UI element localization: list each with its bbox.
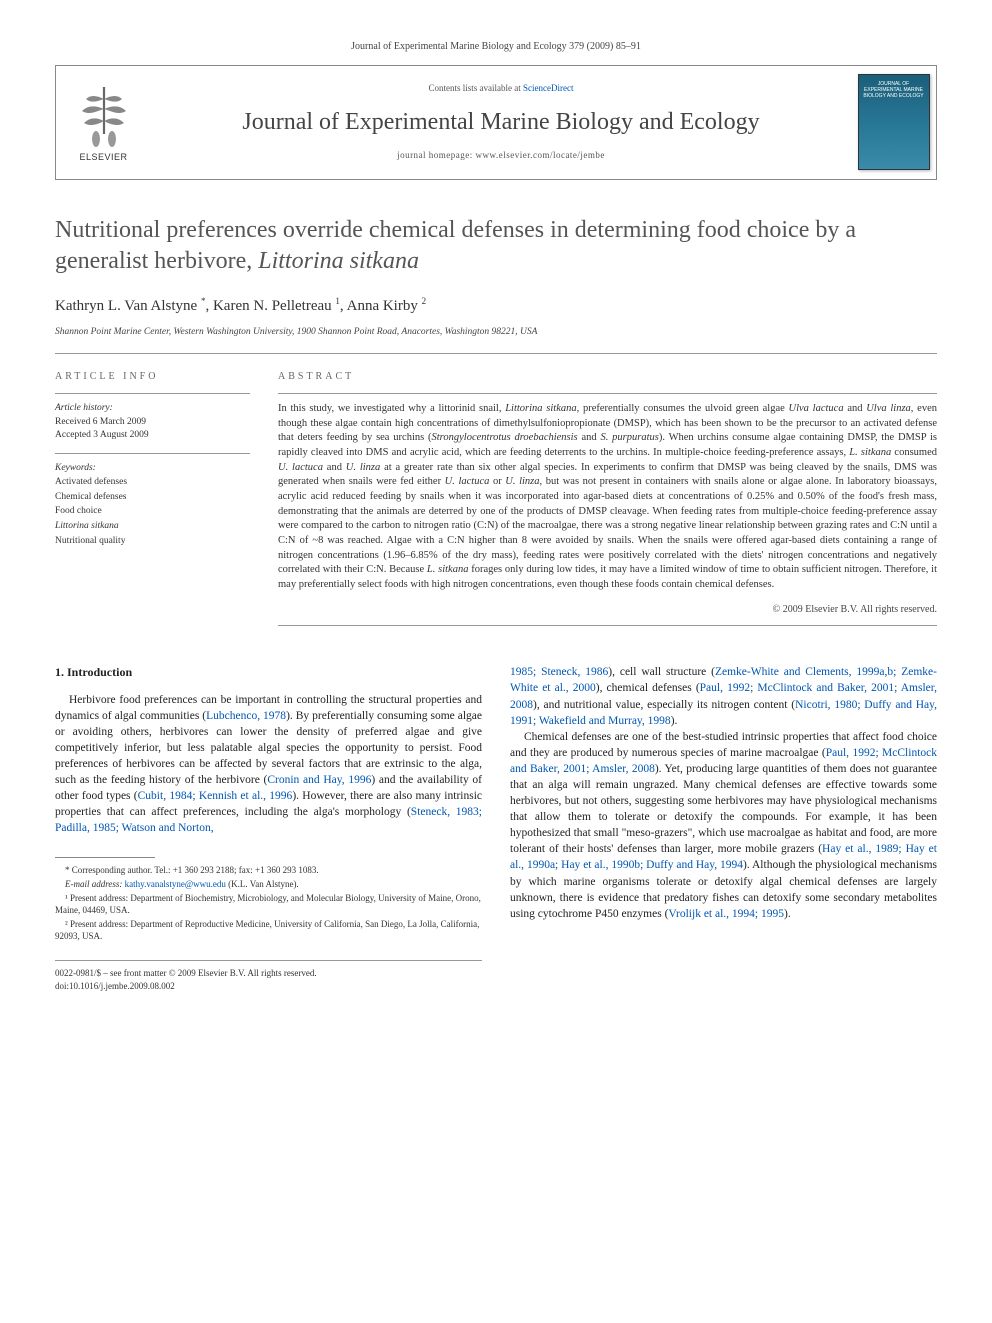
homepage-url: www.elsevier.com/locate/jembe — [476, 150, 605, 160]
author-list: Kathryn L. Van Alstyne *, Karen N. Pelle… — [55, 295, 937, 318]
doi-line: doi:10.1016/j.jembe.2009.08.002 — [55, 980, 482, 993]
publisher-logo-box: ELSEVIER — [56, 66, 151, 179]
ref-link[interactable]: Cronin and Hay, 1996 — [267, 774, 371, 786]
email-link[interactable]: kathy.vanalstyne@wwu.edu — [125, 879, 226, 889]
journal-cover-box: JOURNAL OF EXPERIMENTAL MARINE BIOLOGY A… — [851, 66, 936, 179]
journal-title: Journal of Experimental Marine Biology a… — [161, 105, 841, 140]
keyword-item: Food choice — [55, 505, 250, 519]
issn-line: 0022-0981/$ – see front matter © 2009 El… — [55, 967, 482, 980]
author-2: Karen N. Pelletreau — [213, 298, 332, 314]
ref-link[interactable]: Cubit, 1984; Kennish et al., 1996 — [138, 790, 293, 802]
info-abstract-row: article info Article history: Received 6… — [55, 370, 937, 634]
ref-link[interactable]: 1985; Steneck, 1986 — [510, 666, 608, 678]
article-info-column: article info Article history: Received 6… — [55, 370, 250, 634]
keyword-item: Chemical defenses — [55, 491, 250, 505]
footnote-corresponding: * Corresponding author. Tel.: +1 360 293… — [55, 864, 482, 876]
article-title-text: Nutritional preferences override chemica… — [55, 217, 856, 274]
abstract-copyright: © 2009 Elsevier B.V. All rights reserved… — [278, 603, 937, 618]
abstract-heading: abstract — [278, 370, 937, 385]
body-paragraph: Chemical defenses are one of the best-st… — [510, 729, 937, 922]
history-text: Received 6 March 2009 Accepted 3 August … — [55, 416, 250, 444]
bottom-divider — [55, 960, 482, 961]
keywords-label: Keywords: — [55, 462, 250, 476]
info-divider-2 — [55, 453, 250, 454]
footnotes-divider — [55, 857, 155, 858]
divider — [55, 353, 937, 354]
keyword-item: Littorina sitkana — [55, 520, 250, 534]
ref-link[interactable]: Vrolijk et al., 1994; 1995 — [668, 908, 784, 920]
contents-prefix: Contents lists available at — [429, 83, 521, 93]
keyword-item: Nutritional quality — [55, 535, 250, 549]
body-column-right: 1985; Steneck, 1986), cell wall structur… — [510, 664, 937, 993]
author-3: Anna Kirby — [347, 298, 418, 314]
body-column-left: 1. Introduction Herbivore food preferenc… — [55, 664, 482, 993]
ref-link[interactable]: Nicotri, 1980; Duffy and Hay, 1991; Wake… — [510, 699, 937, 727]
section-1-heading: 1. Introduction — [55, 664, 482, 681]
author-1-mark: * — [201, 296, 206, 306]
ref-link[interactable]: Lubchenco, 1978 — [206, 710, 286, 722]
info-divider-1 — [55, 393, 250, 394]
abstract-text: In this study, we investigated why a lit… — [278, 402, 937, 593]
author-3-mark: 2 — [422, 296, 427, 306]
abstract-column: abstract In this study, we investigated … — [278, 370, 937, 634]
received-date: Received 6 March 2009 — [55, 416, 250, 430]
journal-cover-thumbnail: JOURNAL OF EXPERIMENTAL MARINE BIOLOGY A… — [858, 74, 930, 170]
elsevier-tree-icon — [74, 79, 134, 149]
affiliation: Shannon Point Marine Center, Western Was… — [55, 326, 937, 340]
email-suffix: (K.L. Van Alstyne). — [228, 879, 299, 889]
author-2-mark: 1 — [335, 296, 340, 306]
history-label: Article history: — [55, 402, 250, 416]
contents-available-line: Contents lists available at ScienceDirec… — [161, 82, 841, 95]
body-paragraph: Herbivore food preferences can be import… — [55, 692, 482, 837]
abstract-divider — [278, 393, 937, 394]
ref-link[interactable]: Paul, 1992; McClintock and Baker, 2001; … — [510, 747, 937, 775]
footnote-1: ¹ Present address: Department of Biochem… — [55, 892, 482, 916]
cover-title-text: JOURNAL OF EXPERIMENTAL MARINE BIOLOGY A… — [862, 81, 926, 99]
email-label: E-mail address: — [65, 879, 122, 889]
article-info-heading: article info — [55, 370, 250, 385]
accepted-date: Accepted 3 August 2009 — [55, 429, 250, 443]
journal-banner: ELSEVIER Contents lists available at Sci… — [55, 65, 937, 180]
journal-citation-line: Journal of Experimental Marine Biology a… — [55, 40, 937, 55]
abstract-bottom-divider — [278, 625, 937, 626]
homepage-prefix: journal homepage: — [397, 150, 473, 160]
article-title: Nutritional preferences override chemica… — [55, 215, 937, 277]
ref-link[interactable]: Hay et al., 1989; Hay et al., 1990a; Hay… — [510, 843, 937, 871]
ref-link[interactable]: Steneck, 1983; Padilla, 1985; Watson and… — [55, 806, 482, 834]
journal-homepage: journal homepage: www.elsevier.com/locat… — [161, 149, 841, 162]
footnote-email: E-mail address: kathy.vanalstyne@wwu.edu… — [55, 878, 482, 890]
footnote-2: ² Present address: Department of Reprodu… — [55, 918, 482, 942]
body-paragraph: 1985; Steneck, 1986), cell wall structur… — [510, 664, 937, 728]
author-1: Kathryn L. Van Alstyne — [55, 298, 197, 314]
publisher-name: ELSEVIER — [79, 151, 127, 164]
keyword-item: Activated defenses — [55, 476, 250, 490]
body-columns: 1. Introduction Herbivore food preferenc… — [55, 664, 937, 993]
article-title-species: Littorina sitkana — [258, 248, 419, 274]
sciencedirect-link[interactable]: ScienceDirect — [523, 83, 573, 93]
banner-center: Contents lists available at ScienceDirec… — [151, 66, 851, 179]
keywords-list: Activated defenses Chemical defenses Foo… — [55, 476, 250, 549]
